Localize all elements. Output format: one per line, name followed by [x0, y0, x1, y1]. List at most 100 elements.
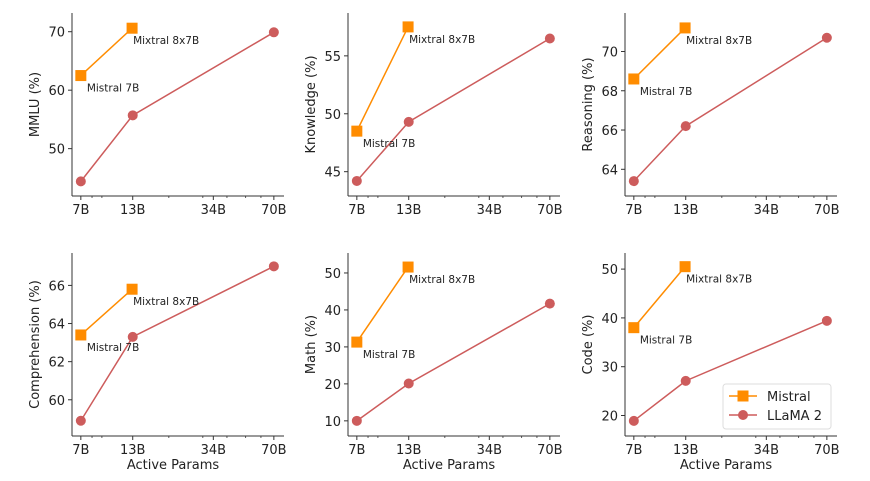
x-axis-label: Active Params [403, 458, 496, 473]
x-tick-label: 13B [120, 443, 145, 458]
subplot-1: 7B 13B 34B 70B 50 60 70 MMLU (%) Mistral 7B Mixtr… [28, 13, 287, 218]
series-line-mistral [356, 266, 409, 343]
x-tick-label: 7B [625, 443, 642, 458]
data-point-square [351, 336, 363, 348]
x-tick-label: 34B [201, 443, 226, 458]
x-tick-label: 70B [814, 203, 839, 218]
x-tick-label: 34B [754, 443, 779, 458]
point-label: Mixtral 8x7B [409, 274, 475, 286]
data-point-circle [403, 116, 414, 127]
x-tick-label: 70B [537, 203, 562, 218]
subplot-5: 7B 13B 34B 70B 10 20 30 40 50 Math (%) Active Para… [304, 253, 563, 473]
x-tick-label: 34B [477, 203, 502, 218]
series-line-mistral [80, 288, 133, 336]
x-tick-label: 13B [396, 203, 421, 218]
x-tick-label: 13B [396, 443, 421, 458]
series-line-llama-2 [356, 37, 551, 182]
x-axis-label: Active Params [127, 458, 220, 473]
data-point-square [75, 70, 87, 82]
data-point-circle [628, 176, 639, 187]
y-tick-label: 70 [48, 26, 65, 41]
y-tick-label: 50 [324, 108, 341, 123]
y-tick-label: 60 [48, 394, 65, 409]
point-label: Mixtral 8x7B [686, 274, 752, 286]
series-line-mistral [80, 27, 133, 77]
y-tick-label: 40 [601, 312, 618, 327]
point-label: Mixtral 8x7B [409, 34, 475, 46]
y-tick-label: 40 [324, 304, 341, 319]
y-axis-label: Comprehension (%) [28, 280, 43, 409]
data-point-circle [680, 375, 691, 386]
series-line-llama-2 [80, 31, 275, 182]
legend-marker-square [737, 390, 749, 402]
data-point-square [679, 22, 691, 34]
data-point-circle [268, 27, 279, 38]
y-tick-label: 64 [48, 318, 65, 333]
x-tick-label: 70B [814, 443, 839, 458]
data-point-square [75, 329, 87, 341]
data-point-circle [75, 415, 86, 426]
data-point-circle [544, 33, 555, 44]
series-line-mistral [633, 266, 686, 329]
y-tick-label: 68 [601, 85, 618, 100]
x-axis-label: Active Params [680, 458, 773, 473]
legend: Mistral LLaMA 2 [722, 383, 832, 430]
data-point-circle [821, 32, 832, 43]
data-point-square [628, 322, 640, 334]
subplot-2: 7B 13B 34B 70B 45 50 55 Knowledge (%) Mistral 7B… [304, 13, 563, 218]
data-point-circle [75, 176, 86, 187]
point-label: Mixtral 8x7B [686, 35, 752, 47]
y-tick-label: 60 [48, 84, 65, 99]
data-point-circle [821, 315, 832, 326]
data-point-circle [351, 175, 362, 186]
x-tick-label: 70B [537, 443, 562, 458]
y-axis-label: Knowledge (%) [304, 55, 319, 153]
y-tick-label: 70 [601, 45, 618, 60]
y-tick-label: 50 [324, 267, 341, 282]
data-point-circle [351, 415, 362, 426]
y-tick-label: 66 [48, 279, 65, 294]
x-tick-label: 7B [348, 443, 365, 458]
subplot-3: 7B 13B 34B 70B 64 66 68 70 Reasoning (%) Mistral … [581, 13, 840, 218]
data-point-circle [544, 298, 555, 309]
point-label: Mixtral 8x7B [133, 296, 199, 308]
y-tick-label: 20 [601, 410, 618, 425]
data-point-square [679, 261, 691, 273]
x-tick-label: 7B [625, 203, 642, 218]
data-point-circle [127, 331, 138, 342]
x-tick-label: 70B [261, 443, 286, 458]
data-point-square [351, 125, 363, 137]
y-tick-label: 62 [48, 356, 65, 371]
data-point-circle [403, 378, 414, 389]
x-tick-label: 13B [120, 203, 145, 218]
subplot-6: 7B 13B 34B 70B 20 30 40 50 Code (%) Active Params… [581, 253, 840, 473]
point-label: Mixtral 8x7B [133, 35, 199, 47]
x-tick-label: 7B [348, 203, 365, 218]
x-tick-label: 7B [72, 443, 89, 458]
y-tick-label: 64 [601, 163, 618, 178]
y-axis-label: Math (%) [304, 315, 319, 374]
series-line-llama-2 [633, 37, 828, 182]
point-label: Mistral 7B [640, 86, 692, 98]
point-label: Mistral 7B [363, 138, 415, 150]
y-tick-label: 30 [601, 361, 618, 376]
legend-label: LLaMA 2 [767, 409, 822, 424]
point-label: Mistral 7B [87, 342, 139, 354]
y-tick-label: 20 [324, 378, 341, 393]
legend-marker-circle [738, 410, 748, 420]
data-point-square [126, 22, 138, 34]
y-axis-label: Reasoning (%) [581, 57, 596, 151]
data-point-square [402, 21, 414, 33]
data-point-circle [628, 415, 639, 426]
point-label: Mistral 7B [640, 335, 692, 347]
series-line-mistral [356, 26, 409, 132]
x-tick-label: 34B [477, 443, 502, 458]
point-label: Mistral 7B [87, 83, 139, 95]
data-point-square [126, 283, 138, 295]
y-tick-label: 10 [324, 415, 341, 430]
series-line-llama-2 [356, 302, 551, 422]
x-tick-label: 13B [673, 203, 698, 218]
y-tick-label: 55 [324, 50, 341, 65]
x-tick-label: 34B [201, 203, 226, 218]
